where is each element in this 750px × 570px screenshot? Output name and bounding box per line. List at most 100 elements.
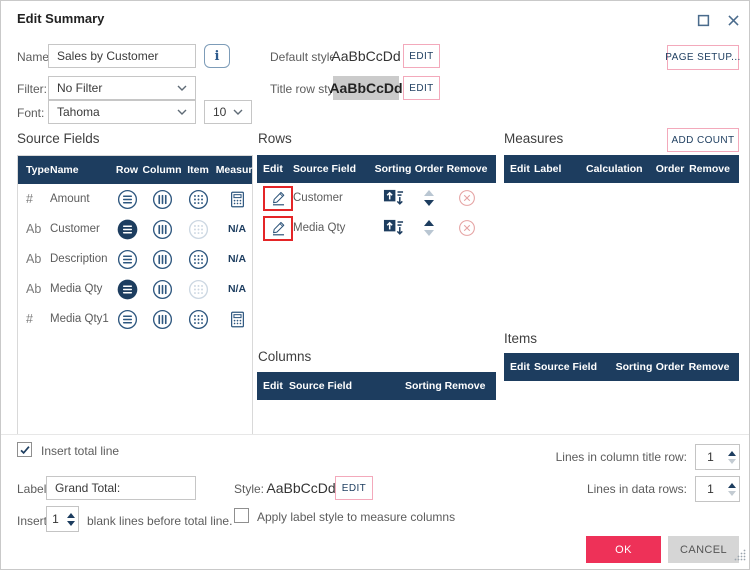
lines-title-row-spinner[interactable]: 1	[695, 444, 740, 470]
columns-panel: Edit Source Field Sorting Remove	[257, 372, 496, 433]
maximize-button[interactable]	[693, 10, 713, 30]
spin-up-button[interactable]	[67, 512, 75, 518]
field-name-label: Media Qty	[50, 283, 103, 295]
source-field-row: Ab Description N/A	[18, 244, 252, 274]
total-label-input[interactable]	[46, 476, 196, 500]
font-size-dropdown[interactable]: 10	[204, 100, 252, 124]
sort-icon	[383, 218, 404, 239]
spin-up-button[interactable]	[728, 450, 736, 456]
blank-lines-value: 1	[52, 512, 59, 526]
edit-highlight-box	[263, 215, 293, 241]
blank-lines-spinner[interactable]: 1	[46, 506, 79, 532]
add-count-button[interactable]: ADD COUNT	[667, 128, 739, 152]
default-style-edit-button[interactable]: EDIT	[403, 44, 440, 68]
row-toggle[interactable]	[112, 189, 142, 210]
resize-grip-icon	[734, 549, 746, 561]
rows-table-row: Customer	[257, 183, 496, 213]
item-icon	[188, 189, 209, 210]
row-toggle[interactable]	[112, 309, 142, 330]
row-toggle[interactable]	[112, 279, 142, 300]
total-style-edit-button[interactable]: EDIT	[335, 476, 373, 500]
column-toggle[interactable]	[142, 219, 182, 240]
title-row-style-preview: AaBbCcDd	[329, 76, 403, 100]
resize-grip[interactable]	[734, 548, 746, 566]
font-value: Tahoma	[57, 105, 100, 119]
measure-na-label: N/A	[227, 253, 247, 265]
spin-up-button[interactable]	[728, 482, 736, 488]
move-up-button[interactable]	[424, 190, 434, 196]
remove-button[interactable]	[445, 189, 489, 207]
font-dropdown[interactable]: Tahoma	[48, 100, 196, 124]
lines-title-row-value: 1	[707, 450, 714, 464]
column-header: Order	[655, 163, 685, 175]
column-header: Order	[414, 163, 444, 175]
lines-data-rows-label: Lines in data rows:	[586, 482, 687, 496]
move-up-button[interactable]	[424, 220, 434, 226]
spin-down-button[interactable]	[67, 520, 75, 526]
field-type-label: #	[26, 312, 33, 326]
field-name-label: Customer	[50, 223, 100, 235]
column-toggle[interactable]	[142, 309, 182, 330]
item-icon	[188, 249, 209, 270]
measure-toggle[interactable]	[214, 310, 260, 329]
name-label: Name:	[17, 50, 53, 64]
sorting-button[interactable]	[373, 188, 413, 209]
cancel-button[interactable]: CANCEL	[668, 536, 739, 563]
measures-panel: Edit Label Calculation Order Remove	[504, 155, 739, 321]
column-icon	[152, 189, 173, 210]
item-toggle[interactable]	[182, 249, 214, 270]
edit-button[interactable]	[270, 190, 287, 207]
column-header: Column	[142, 164, 182, 176]
column-icon	[152, 249, 173, 270]
field-name-label: Description	[50, 253, 108, 265]
remove-button[interactable]	[445, 219, 489, 237]
item-toggle[interactable]	[182, 189, 214, 210]
row-toggle[interactable]	[112, 219, 142, 240]
total-style-preview: AaBbCcDd	[266, 476, 336, 500]
spin-down-button[interactable]	[728, 458, 736, 464]
column-header: Source Field	[534, 361, 598, 373]
font-label: Font:	[17, 106, 45, 120]
lines-data-rows-spinner[interactable]: 1	[695, 476, 740, 502]
column-toggle[interactable]	[142, 189, 182, 210]
field-type-label: Ab	[26, 222, 42, 236]
move-down-button[interactable]	[424, 230, 434, 236]
spin-down-button[interactable]	[728, 490, 736, 496]
ok-button[interactable]: OK	[586, 536, 661, 563]
item-toggle[interactable]	[182, 309, 214, 330]
field-name-label: Media Qty1	[50, 313, 109, 325]
info-icon: i	[214, 48, 220, 64]
info-button[interactable]: i	[204, 44, 230, 68]
column-header: Remove	[689, 163, 730, 175]
close-button[interactable]	[723, 10, 743, 30]
column-header: Type	[26, 164, 50, 176]
move-down-button[interactable]	[424, 200, 434, 206]
apply-label-style-checkbox[interactable]	[234, 508, 249, 523]
measures-header: Edit Label Calculation Order Remove	[504, 155, 739, 183]
columns-header: Edit Source Field Sorting Remove	[257, 372, 496, 400]
column-icon	[152, 309, 173, 330]
edit-button[interactable]	[270, 220, 287, 237]
edit-highlight-box	[263, 185, 293, 211]
total-label-label: Label:	[17, 482, 50, 496]
filter-dropdown[interactable]: No Filter	[48, 76, 196, 100]
name-input[interactable]	[48, 44, 196, 68]
measure-toggle[interactable]	[214, 190, 260, 209]
close-icon	[727, 14, 740, 27]
sorting-button[interactable]	[373, 218, 413, 239]
calculator-icon	[228, 190, 247, 209]
item-toggle	[182, 279, 214, 300]
source-field-row: # Media Qty1	[18, 304, 252, 334]
title-row-style-edit-button[interactable]: EDIT	[403, 76, 440, 100]
insert-total-line-label: Insert total line	[41, 444, 120, 458]
column-toggle[interactable]	[142, 249, 182, 270]
column-header: Sorting	[405, 380, 442, 392]
source-field-row: Ab Customer N/A	[18, 214, 252, 244]
insert-total-line-checkbox[interactable]	[17, 442, 32, 457]
row-toggle[interactable]	[112, 249, 142, 270]
column-toggle[interactable]	[142, 279, 182, 300]
calculator-icon	[228, 310, 247, 329]
apply-label-style-label: Apply label style to measure columns	[257, 510, 456, 524]
page-setup-button[interactable]: PAGE SETUP...	[665, 45, 740, 70]
